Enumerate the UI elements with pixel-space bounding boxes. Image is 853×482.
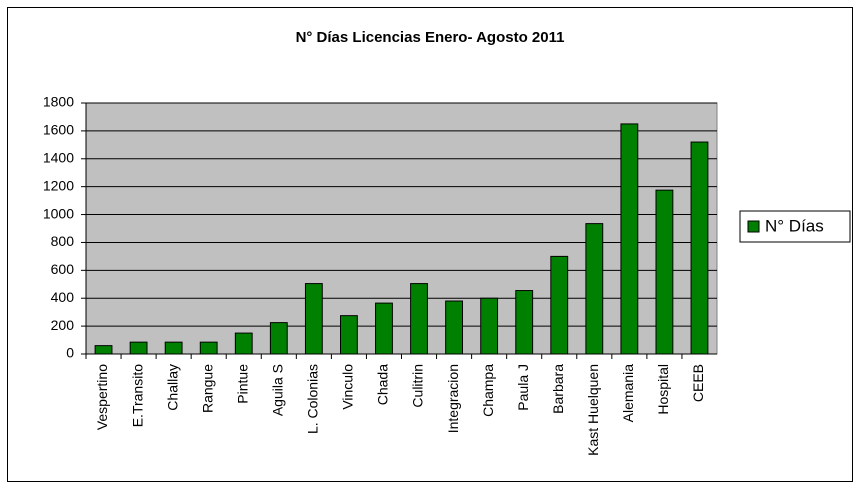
bar xyxy=(410,283,428,355)
bar xyxy=(340,315,358,355)
y-tick-label: 200 xyxy=(51,317,75,333)
bar xyxy=(515,290,534,355)
bar xyxy=(375,302,393,355)
bar xyxy=(199,341,218,355)
y-tick-label: 1800 xyxy=(43,94,74,110)
x-tick-label: L. Colonias xyxy=(305,364,321,434)
bar xyxy=(129,341,148,355)
bar xyxy=(164,341,183,355)
bar xyxy=(94,345,113,355)
bar xyxy=(690,141,709,355)
x-tick-label: E.Transito xyxy=(129,364,145,427)
y-tick-label: 400 xyxy=(51,289,75,305)
bar xyxy=(269,322,288,355)
y-tick-label: 1200 xyxy=(43,177,74,193)
bar xyxy=(234,332,253,355)
plot-area xyxy=(85,102,718,355)
x-tick-label: Challay xyxy=(164,364,180,411)
bar xyxy=(585,223,604,355)
legend-label: N° Días xyxy=(765,216,824,235)
y-tick-label: 800 xyxy=(51,233,75,249)
y-tick-label: 600 xyxy=(51,261,75,277)
bar xyxy=(445,300,463,355)
legend-swatch xyxy=(747,220,760,233)
x-tick-label: Aguila S xyxy=(270,364,286,416)
x-tick-label: Kast Huelquen xyxy=(585,364,601,456)
bar xyxy=(620,123,639,355)
x-tick-label: Vespertino xyxy=(94,364,110,430)
x-tick-label: Paula J xyxy=(515,364,531,411)
y-tick-label: 1400 xyxy=(43,149,74,165)
chart-title: N° Días Licencias Enero- Agosto 2011 xyxy=(296,29,565,46)
x-tick-label: Hospital xyxy=(655,364,671,415)
x-tick-label: CEEB xyxy=(690,364,706,402)
bar xyxy=(480,297,499,355)
x-tick-label: Chada xyxy=(375,364,391,405)
y-tick-label: 1600 xyxy=(43,122,74,138)
bar xyxy=(304,283,323,355)
bar xyxy=(550,255,569,355)
x-tick-label: Vinculo xyxy=(340,364,356,410)
x-tick-label: Alemania xyxy=(620,364,636,423)
x-tick-label: Pintue xyxy=(234,364,250,404)
x-tick-label: Champa xyxy=(480,364,496,417)
x-tick-label: Barbara xyxy=(550,364,566,414)
x-tick-label: Rangue xyxy=(199,364,215,413)
x-tick-label: Culitrin xyxy=(410,364,426,408)
bar xyxy=(655,189,674,355)
y-tick-label: 1000 xyxy=(43,205,74,221)
x-tick-label: Integracion xyxy=(445,364,461,433)
y-tick-label: 0 xyxy=(66,345,74,361)
